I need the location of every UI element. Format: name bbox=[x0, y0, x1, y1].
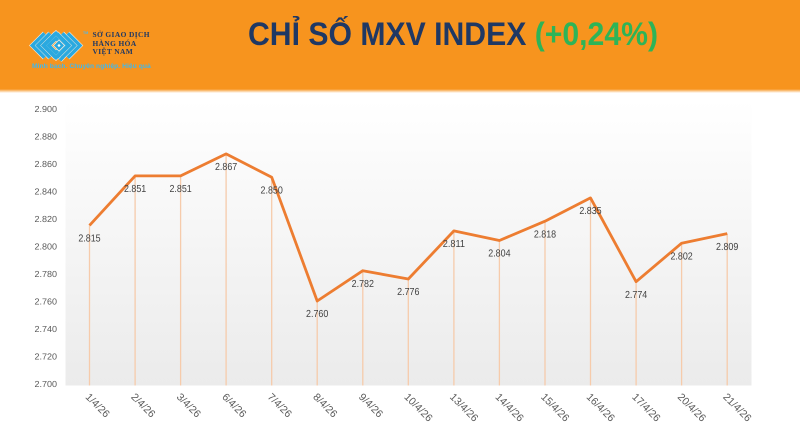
svg-text:2.804: 2.804 bbox=[488, 249, 511, 260]
svg-text:2.815: 2.815 bbox=[78, 234, 101, 245]
svg-text:2.700: 2.700 bbox=[35, 379, 58, 389]
svg-text:2.867: 2.867 bbox=[215, 162, 238, 173]
svg-text:3/4/26: 3/4/26 bbox=[174, 391, 203, 420]
svg-text:2.780: 2.780 bbox=[35, 269, 58, 279]
svg-text:2/4/26: 2/4/26 bbox=[128, 391, 157, 420]
svg-text:17/4/26: 17/4/26 bbox=[629, 391, 662, 424]
svg-text:20/4/26: 20/4/26 bbox=[675, 391, 708, 424]
svg-text:14/4/26: 14/4/26 bbox=[493, 391, 526, 424]
svg-text:2.851: 2.851 bbox=[169, 184, 192, 195]
svg-text:7/4/26: 7/4/26 bbox=[265, 391, 294, 420]
svg-text:2.851: 2.851 bbox=[124, 184, 147, 195]
svg-text:2.782: 2.782 bbox=[352, 279, 375, 290]
svg-text:2.809: 2.809 bbox=[716, 242, 739, 253]
svg-text:2.900: 2.900 bbox=[35, 104, 58, 114]
svg-text:6/4/26: 6/4/26 bbox=[219, 391, 248, 420]
svg-text:2.850: 2.850 bbox=[261, 185, 284, 196]
svg-text:2.811: 2.811 bbox=[443, 239, 466, 250]
svg-text:2.774: 2.774 bbox=[625, 290, 648, 301]
svg-text:16/4/26: 16/4/26 bbox=[584, 391, 617, 424]
svg-text:2.835: 2.835 bbox=[579, 206, 602, 217]
svg-text:2.776: 2.776 bbox=[397, 287, 420, 298]
svg-text:13/4/26: 13/4/26 bbox=[447, 391, 480, 424]
svg-text:9/4/26: 9/4/26 bbox=[356, 391, 385, 420]
svg-text:2.760: 2.760 bbox=[35, 296, 58, 306]
svg-text:1/4/26: 1/4/26 bbox=[83, 391, 112, 420]
svg-text:2.818: 2.818 bbox=[534, 229, 557, 240]
svg-text:2.800: 2.800 bbox=[35, 241, 58, 251]
svg-text:15/4/26: 15/4/26 bbox=[538, 391, 571, 424]
svg-text:21/4/26: 21/4/26 bbox=[720, 391, 753, 424]
svg-text:2.860: 2.860 bbox=[35, 159, 58, 169]
svg-text:2.760: 2.760 bbox=[306, 309, 329, 320]
svg-text:2.820: 2.820 bbox=[35, 214, 58, 224]
svg-text:2.802: 2.802 bbox=[670, 251, 693, 262]
svg-text:8/4/26: 8/4/26 bbox=[310, 391, 339, 420]
svg-text:2.740: 2.740 bbox=[35, 324, 58, 334]
svg-text:2.880: 2.880 bbox=[35, 131, 58, 141]
svg-text:2.840: 2.840 bbox=[35, 186, 58, 196]
svg-text:10/4/26: 10/4/26 bbox=[402, 391, 435, 424]
svg-text:2.720: 2.720 bbox=[35, 351, 58, 361]
